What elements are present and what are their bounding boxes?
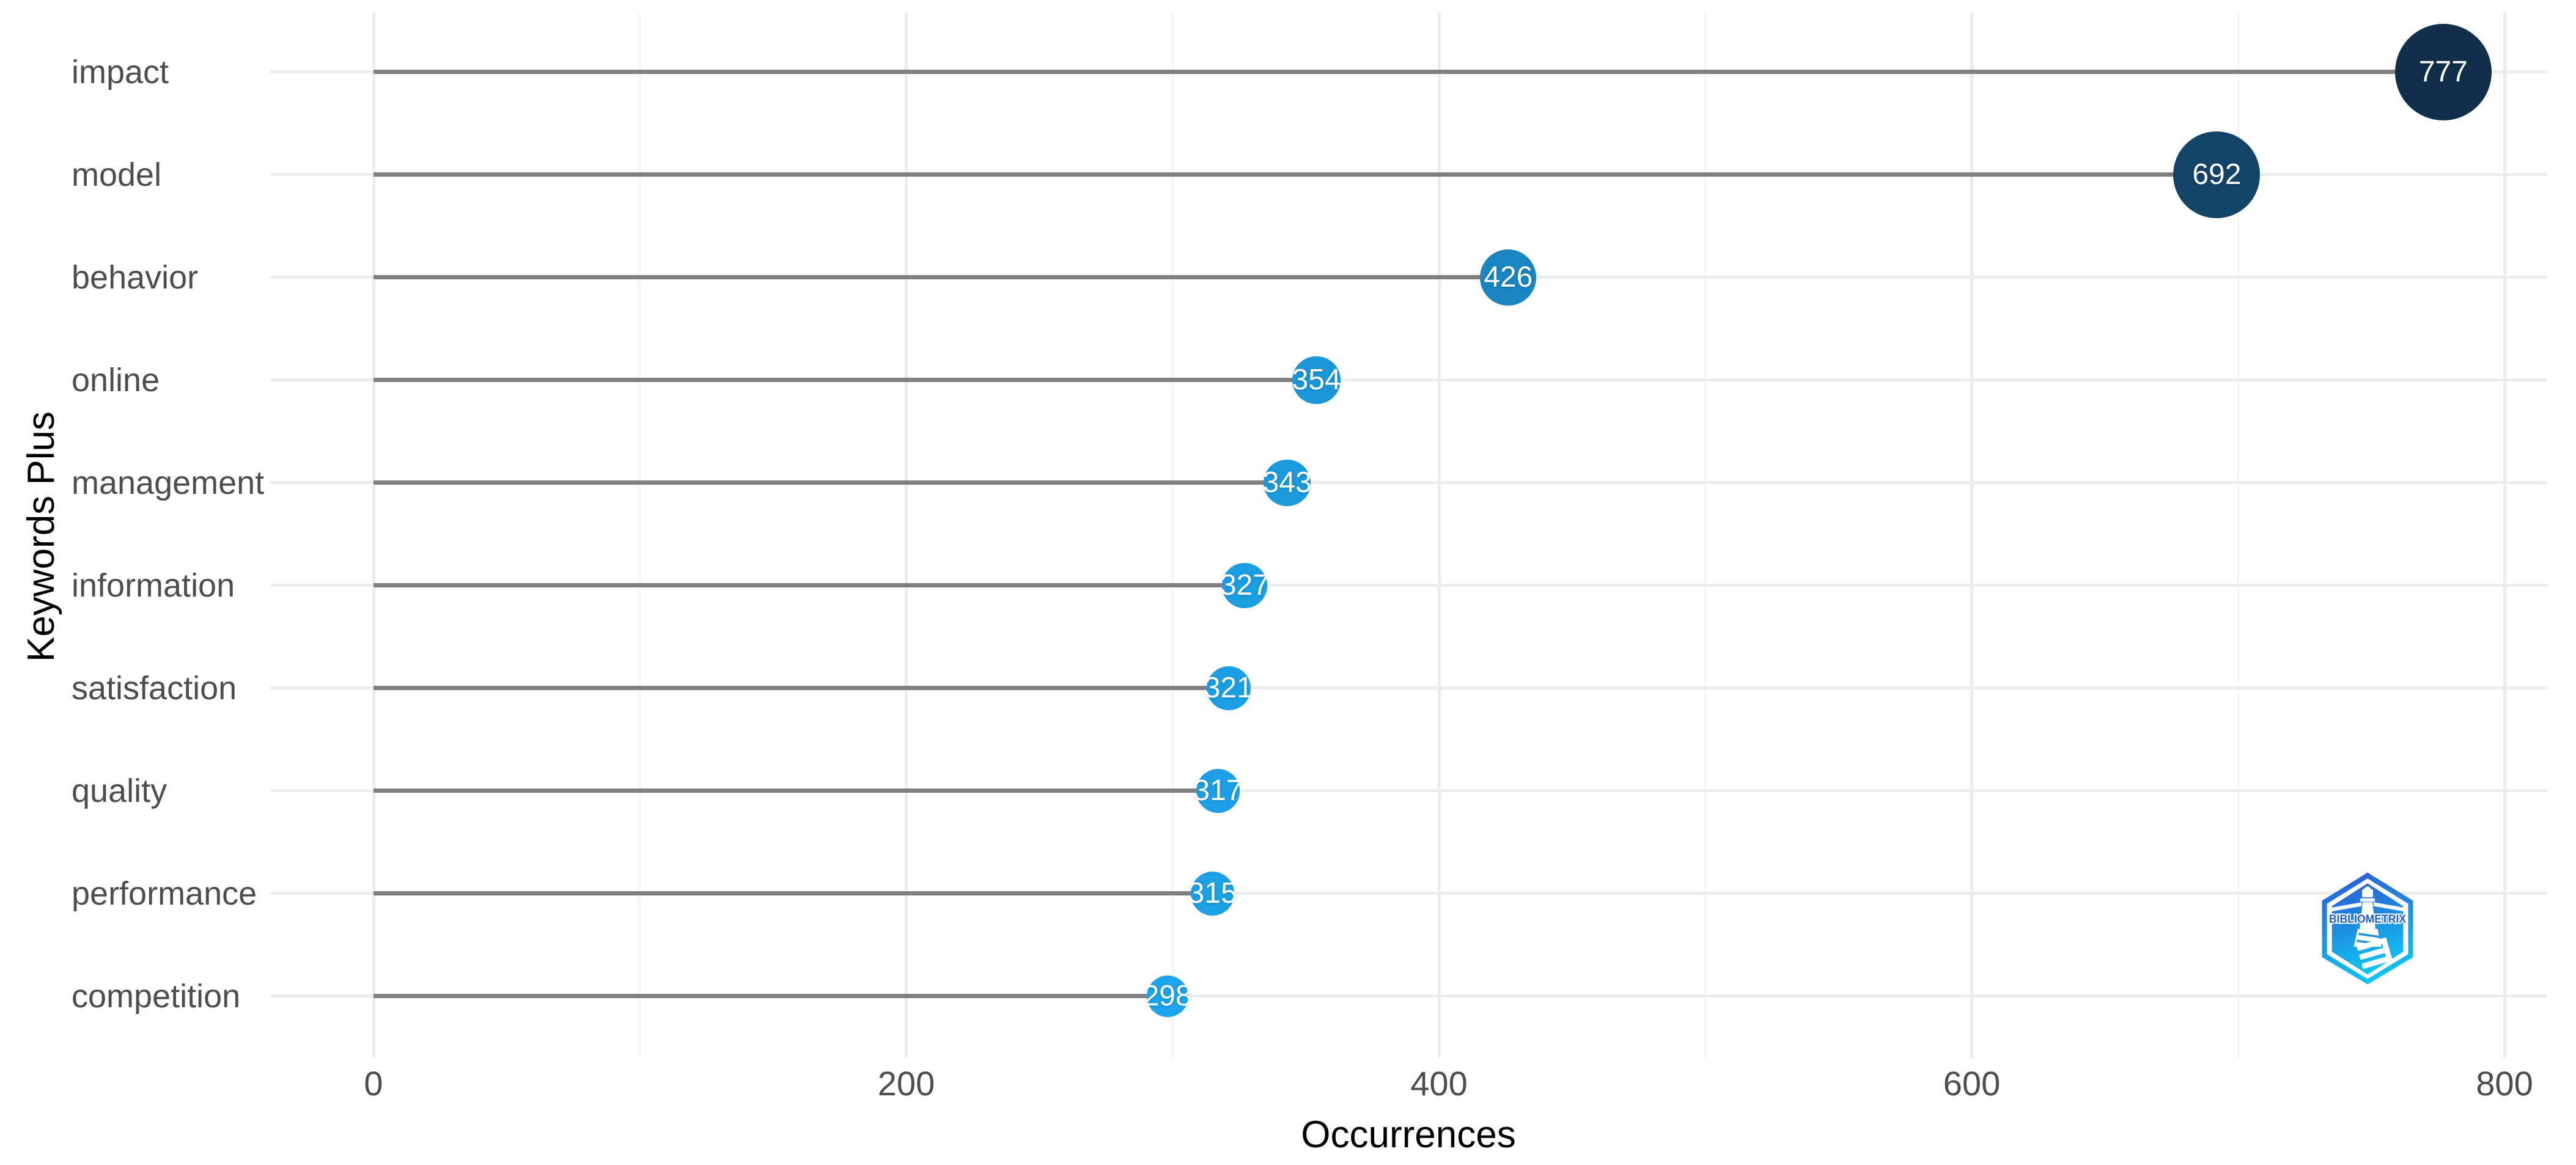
data-point-value-label: 343 (1262, 466, 1312, 499)
y-axis-title: Keywords Plus (20, 411, 62, 663)
data-point-dot: 354 (1292, 356, 1341, 405)
lollipop-stem (374, 891, 1213, 895)
logo-numeral-3 (2357, 937, 2393, 969)
data-point-dot: 317 (1193, 769, 1243, 813)
x-major-gridline (1437, 12, 1441, 1058)
data-point-value-label: 321 (1204, 671, 1253, 704)
data-point-value-label: 298 (1143, 980, 1192, 1012)
data-point-dot: 426 (1480, 249, 1537, 306)
data-point-value-label: 317 (1193, 774, 1243, 807)
x-major-gridline (1970, 12, 1973, 1058)
category-label: impact (72, 54, 169, 90)
data-point-value-label: 692 (2192, 158, 2242, 191)
category-label: information (72, 567, 235, 604)
data-point-dot: 298 (1143, 976, 1192, 1017)
data-point-dot: 692 (2173, 131, 2261, 218)
x-major-gridline (372, 12, 375, 1058)
data-point-value-label: 354 (1292, 363, 1341, 396)
category-label: performance (72, 875, 257, 912)
data-point-value-label: 327 (1220, 568, 1269, 601)
data-point-value-label: 315 (1188, 877, 1237, 910)
lollipop-stem (374, 788, 1218, 793)
category-label: model (72, 156, 162, 193)
lollipop-stem (374, 686, 1229, 690)
y-major-gridline (270, 584, 2547, 587)
category-label: satisfaction (72, 670, 237, 707)
lollipop-stem (374, 275, 1509, 279)
data-point-value-label: 777 (2418, 56, 2468, 88)
x-minor-gridline (2237, 12, 2239, 1058)
lollipop-stem (374, 994, 1168, 998)
x-axis-title: Occurrences (1301, 1114, 1516, 1156)
lollipop-stem (374, 480, 1287, 485)
x-tick-label: 800 (2476, 1064, 2533, 1103)
data-point-value-label: 426 (1484, 260, 1533, 293)
y-major-gridline (270, 892, 2547, 895)
category-label: online (72, 362, 160, 399)
y-major-gridline (270, 789, 2547, 792)
data-point-dot: 315 (1188, 872, 1237, 916)
data-point-dot: 327 (1220, 563, 1269, 608)
data-point-dot: 343 (1262, 459, 1312, 507)
x-major-gridline (2503, 12, 2506, 1058)
lollipop-stem (374, 70, 2443, 74)
x-tick-label: 200 (877, 1064, 935, 1103)
bibliometrix-logo-svg: BIBLIOMETRIX (2322, 872, 2413, 985)
category-label: behavior (72, 259, 199, 296)
x-tick-label: 600 (1943, 1064, 2001, 1103)
lollipop-stem (374, 583, 1245, 587)
logo-wordmark: BIBLIOMETRIX (2329, 912, 2407, 925)
x-tick-label: 400 (1410, 1064, 1468, 1103)
y-major-gridline (270, 994, 2547, 998)
x-minor-gridline (639, 12, 641, 1058)
x-major-gridline (905, 12, 908, 1058)
y-major-gridline (270, 686, 2547, 689)
y-major-gridline (270, 378, 2547, 381)
y-major-gridline (270, 481, 2547, 484)
x-tick-label: 0 (364, 1064, 383, 1103)
x-minor-gridline (1171, 12, 1174, 1058)
lollipop-stem (374, 172, 2217, 177)
data-point-dot: 321 (1204, 666, 1253, 711)
data-point-dot: 777 (2394, 24, 2492, 120)
category-label: competition (72, 978, 241, 1015)
bibliometrix-logo: BIBLIOMETRIX (2318, 870, 2417, 987)
category-label: management (72, 465, 265, 501)
lollipop-stem (374, 378, 1317, 382)
x-minor-gridline (1704, 12, 1707, 1058)
category-label: quality (72, 773, 167, 809)
